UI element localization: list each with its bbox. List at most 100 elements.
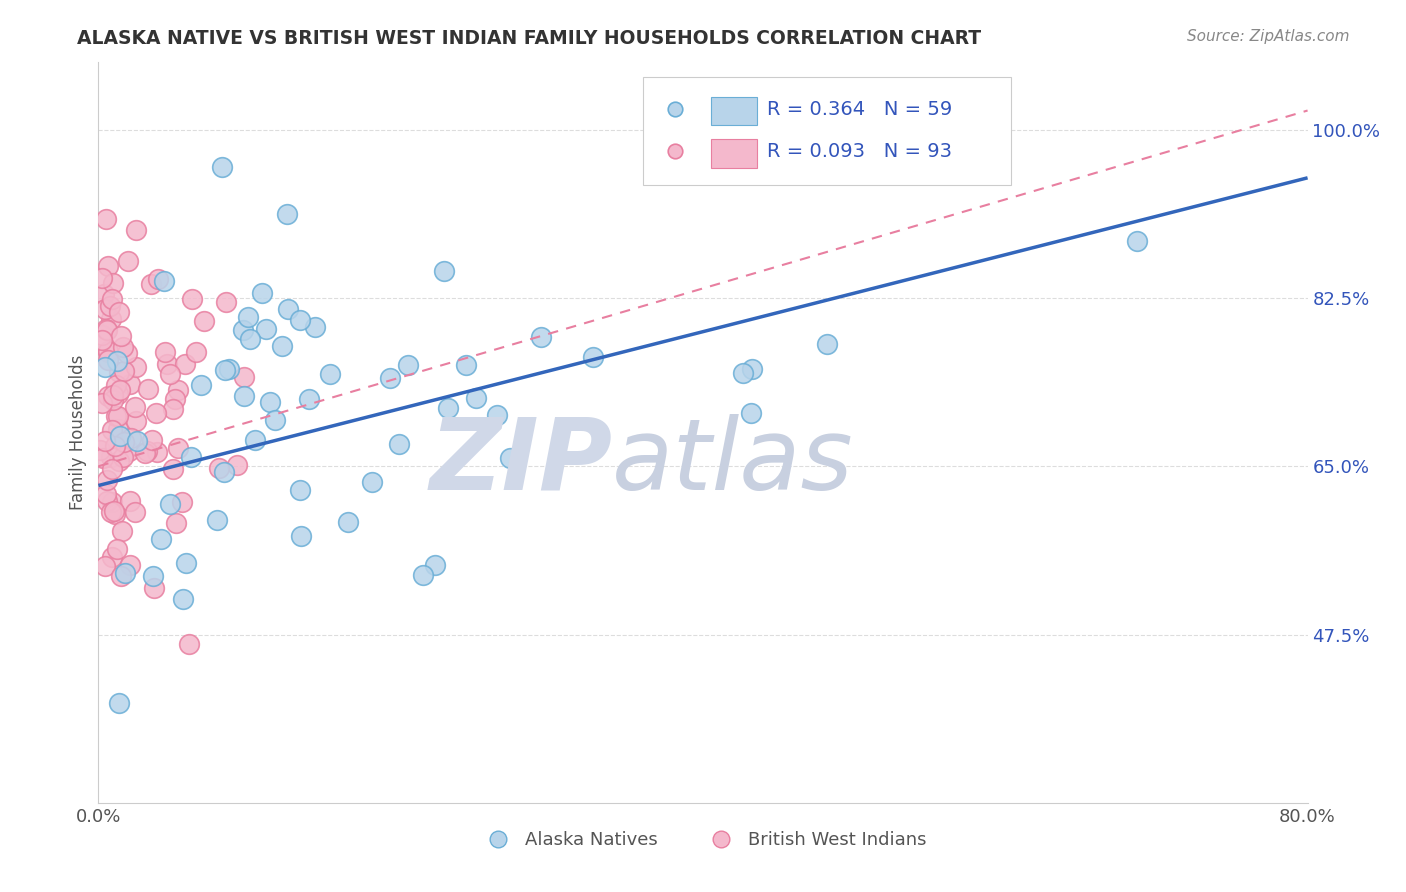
Point xyxy=(100,505,122,519)
Point xyxy=(101,495,124,509)
Point xyxy=(165,516,187,530)
Text: R = 0.364   N = 59: R = 0.364 N = 59 xyxy=(768,100,952,119)
Point xyxy=(236,310,259,324)
Point xyxy=(252,286,274,301)
Point xyxy=(124,505,146,519)
Point xyxy=(101,292,124,306)
Point xyxy=(118,443,141,458)
Point xyxy=(214,363,236,377)
Point xyxy=(388,436,411,450)
Point xyxy=(166,442,188,456)
Point xyxy=(146,444,169,458)
Point xyxy=(903,86,925,100)
Point xyxy=(103,503,125,517)
Point xyxy=(815,336,838,351)
Point xyxy=(179,637,201,651)
FancyBboxPatch shape xyxy=(643,78,1011,185)
Point xyxy=(499,451,522,466)
Point xyxy=(108,383,131,397)
Point xyxy=(245,433,267,447)
Point xyxy=(176,556,198,570)
Point xyxy=(290,529,312,543)
Point xyxy=(91,333,114,347)
Y-axis label: Family Households: Family Households xyxy=(69,355,87,510)
Point xyxy=(96,473,118,487)
Point xyxy=(139,277,162,291)
Point xyxy=(101,461,124,475)
Point xyxy=(155,358,177,372)
Point xyxy=(149,533,172,547)
Point xyxy=(100,312,122,326)
Point xyxy=(148,272,170,286)
Point xyxy=(159,368,181,382)
Point xyxy=(103,440,125,454)
Point xyxy=(91,450,114,465)
Point xyxy=(582,351,605,365)
Point xyxy=(304,319,326,334)
Point xyxy=(172,591,194,606)
Point xyxy=(93,286,115,301)
Point xyxy=(98,299,121,313)
Point xyxy=(174,357,197,371)
Point xyxy=(205,513,228,527)
Point xyxy=(107,409,129,423)
Point xyxy=(180,450,202,464)
Point xyxy=(136,383,159,397)
Point xyxy=(104,507,127,521)
Point xyxy=(118,494,141,508)
Point xyxy=(259,395,281,409)
Point xyxy=(145,406,167,420)
Point xyxy=(97,260,120,274)
Point xyxy=(412,568,434,582)
Point xyxy=(170,495,193,509)
Point xyxy=(96,493,118,508)
Point xyxy=(97,353,120,368)
Point xyxy=(89,443,111,458)
Point xyxy=(96,323,118,337)
Point xyxy=(741,362,763,376)
Point xyxy=(232,370,254,384)
Point xyxy=(226,458,249,472)
Point xyxy=(740,406,762,420)
Point xyxy=(423,558,446,573)
Point xyxy=(396,358,419,372)
Point xyxy=(288,483,311,497)
Point xyxy=(105,354,128,368)
Point xyxy=(105,542,128,557)
Point xyxy=(165,392,187,406)
Point xyxy=(97,344,120,359)
Point xyxy=(239,332,262,346)
Point xyxy=(485,408,508,422)
Point xyxy=(162,401,184,416)
Point xyxy=(110,328,132,343)
Point xyxy=(100,423,122,437)
Point xyxy=(361,475,384,489)
Point xyxy=(114,566,136,580)
Legend: Alaska Natives, British West Indians: Alaska Natives, British West Indians xyxy=(472,824,934,856)
Point xyxy=(107,305,129,319)
Point xyxy=(271,339,294,353)
Point xyxy=(465,392,488,406)
Point xyxy=(100,549,122,564)
Point xyxy=(94,360,117,375)
Point xyxy=(112,435,135,450)
Point xyxy=(276,207,298,221)
Text: ZIP: ZIP xyxy=(429,414,613,511)
Point xyxy=(288,313,311,327)
Point xyxy=(134,446,156,460)
Point xyxy=(250,811,273,825)
Point xyxy=(124,400,146,414)
Point xyxy=(90,270,112,285)
Point xyxy=(141,434,163,448)
Point xyxy=(218,362,240,376)
Point xyxy=(378,371,401,385)
Bar xyxy=(711,139,758,168)
Text: atlas: atlas xyxy=(613,414,853,511)
Point xyxy=(112,450,135,464)
Text: R = 0.093   N = 93: R = 0.093 N = 93 xyxy=(768,142,952,161)
Point xyxy=(318,368,340,382)
Bar xyxy=(711,97,758,126)
Point xyxy=(186,344,208,359)
Point xyxy=(215,295,238,310)
Point xyxy=(91,396,114,410)
